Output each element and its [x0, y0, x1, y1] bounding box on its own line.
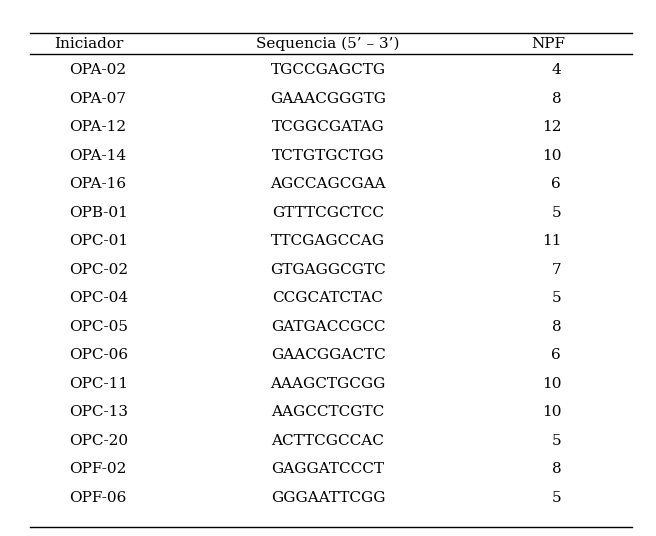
- Text: OPF-02: OPF-02: [69, 462, 127, 476]
- Text: OPC-11: OPC-11: [69, 377, 128, 391]
- Text: 11: 11: [542, 234, 561, 248]
- Text: NPF: NPF: [531, 37, 565, 51]
- Text: 8: 8: [552, 92, 561, 106]
- Text: TCGGCGATAG: TCGGCGATAG: [272, 120, 384, 134]
- Text: 4: 4: [552, 63, 561, 77]
- Text: OPC-05: OPC-05: [69, 319, 128, 333]
- Text: TTCGAGCCAG: TTCGAGCCAG: [271, 234, 385, 248]
- Text: OPA-16: OPA-16: [69, 177, 126, 191]
- Text: OPC-06: OPC-06: [69, 348, 128, 362]
- Text: GAGGATCCCT: GAGGATCCCT: [272, 462, 384, 476]
- Text: OPB-01: OPB-01: [69, 206, 128, 220]
- Text: CCGCATCTAC: CCGCATCTAC: [272, 291, 384, 305]
- Text: OPC-04: OPC-04: [69, 291, 128, 305]
- Text: 5: 5: [552, 291, 561, 305]
- Text: GTTTCGCTCC: GTTTCGCTCC: [272, 206, 384, 220]
- Text: OPC-20: OPC-20: [69, 434, 128, 448]
- Text: TCTGTGCTGG: TCTGTGCTGG: [272, 148, 384, 162]
- Text: OPC-02: OPC-02: [69, 263, 128, 277]
- Text: 5: 5: [552, 490, 561, 504]
- Text: GAAACGGGTG: GAAACGGGTG: [270, 92, 386, 106]
- Text: 8: 8: [552, 319, 561, 333]
- Text: 10: 10: [542, 148, 561, 162]
- Text: OPA-07: OPA-07: [69, 92, 126, 106]
- Text: 5: 5: [552, 206, 561, 220]
- Text: GAACGGACTC: GAACGGACTC: [271, 348, 385, 362]
- Text: GTGAGGCGTC: GTGAGGCGTC: [270, 263, 386, 277]
- Text: Iniciador: Iniciador: [54, 37, 123, 51]
- Text: OPC-01: OPC-01: [69, 234, 128, 248]
- Text: OPA-14: OPA-14: [69, 148, 126, 162]
- Text: 5: 5: [552, 434, 561, 448]
- Text: OPA-12: OPA-12: [69, 120, 126, 134]
- Text: OPF-06: OPF-06: [69, 490, 127, 504]
- Text: TGCCGAGCTG: TGCCGAGCTG: [270, 63, 386, 77]
- Text: 7: 7: [552, 263, 561, 277]
- Text: AAAGCTGCGG: AAAGCTGCGG: [270, 377, 386, 391]
- Text: 10: 10: [542, 405, 561, 419]
- Text: 6: 6: [552, 348, 561, 362]
- Text: 12: 12: [542, 120, 561, 134]
- Text: 8: 8: [552, 462, 561, 476]
- Text: 6: 6: [552, 177, 561, 191]
- Text: GATGACCGCC: GATGACCGCC: [271, 319, 385, 333]
- Text: AAGCCTCGTC: AAGCCTCGTC: [272, 405, 384, 419]
- Text: ACTTCGCCAC: ACTTCGCCAC: [272, 434, 384, 448]
- Text: AGCCAGCGAA: AGCCAGCGAA: [270, 177, 386, 191]
- Text: GGGAATTCGG: GGGAATTCGG: [271, 490, 385, 504]
- Text: 10: 10: [542, 377, 561, 391]
- Text: OPA-02: OPA-02: [69, 63, 126, 77]
- Text: OPC-13: OPC-13: [69, 405, 128, 419]
- Text: Sequencia (5’ – 3’): Sequencia (5’ – 3’): [256, 36, 400, 51]
